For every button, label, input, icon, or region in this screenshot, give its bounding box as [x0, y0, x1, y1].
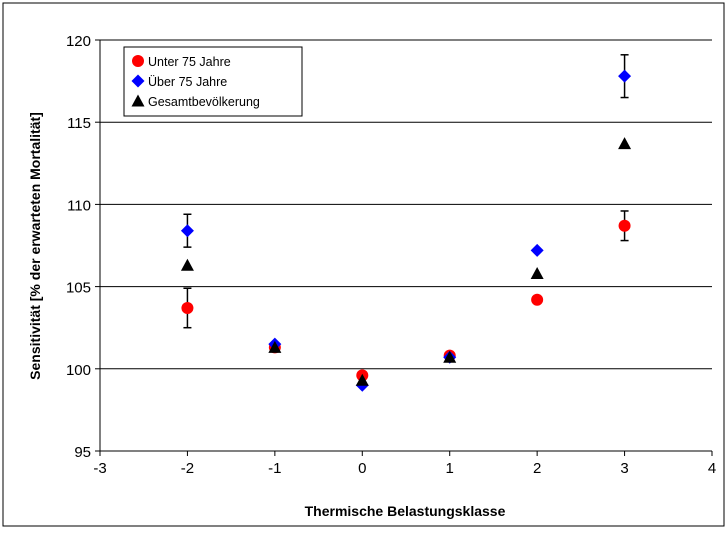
data-point-triangle: [268, 340, 282, 353]
x-tick-label: 3: [620, 460, 628, 477]
y-tick-label: 120: [66, 33, 91, 50]
legend-marker-diamond: [131, 74, 145, 88]
y-axis-label: Sensitivität [% der erwarteten Mortalitä…: [27, 112, 43, 380]
y-tick-label: 115: [67, 115, 91, 132]
x-tick-label: 2: [533, 460, 541, 477]
legend-marker-triangle: [131, 94, 145, 107]
gridlines: [100, 39, 712, 370]
chart-frame: [2, 2, 725, 527]
x-tick-label: -1: [268, 460, 281, 477]
legend-box: [123, 46, 303, 117]
y-tick-label: 95: [74, 444, 91, 461]
data-point-diamond: [180, 224, 194, 238]
data-marks: [180, 54, 632, 392]
legend-marker-circle: [132, 55, 144, 67]
data-point-triangle: [530, 266, 544, 279]
data-point-circle: [618, 219, 631, 232]
axes: 95 100 105 110 115 120 -3 -2 -1 0 1 2 3 4: [66, 33, 716, 477]
y-tick-label: 100: [66, 362, 91, 379]
legend: Unter 75 Jahre Über 75 Jahre Gesamtbevölke…: [123, 46, 303, 117]
data-point-diamond: [530, 243, 544, 257]
legend-label: Unter 75 Jahre: [148, 55, 231, 69]
legend-label: Gesamtbevölkerung: [148, 95, 260, 109]
x-tick-label: 0: [358, 460, 366, 477]
x-axis-label: Thermische Belastungsklasse: [305, 503, 506, 519]
y-tick-label: 105: [66, 280, 91, 297]
data-point-circle: [181, 301, 194, 314]
data-point-triangle: [180, 258, 194, 271]
data-point-triangle: [618, 137, 632, 150]
data-point-diamond: [618, 69, 632, 83]
x-tick-label: 1: [446, 460, 454, 477]
x-tick-label: -3: [93, 460, 106, 477]
data-point-circle: [531, 293, 544, 306]
data-point-triangle: [355, 373, 369, 386]
x-tick-label: -2: [181, 460, 194, 477]
legend-label: Über 75 Jahre: [148, 75, 227, 89]
y-tick-label: 110: [67, 197, 91, 214]
x-tick-label: 4: [708, 460, 716, 477]
data-point-triangle: [443, 350, 457, 363]
